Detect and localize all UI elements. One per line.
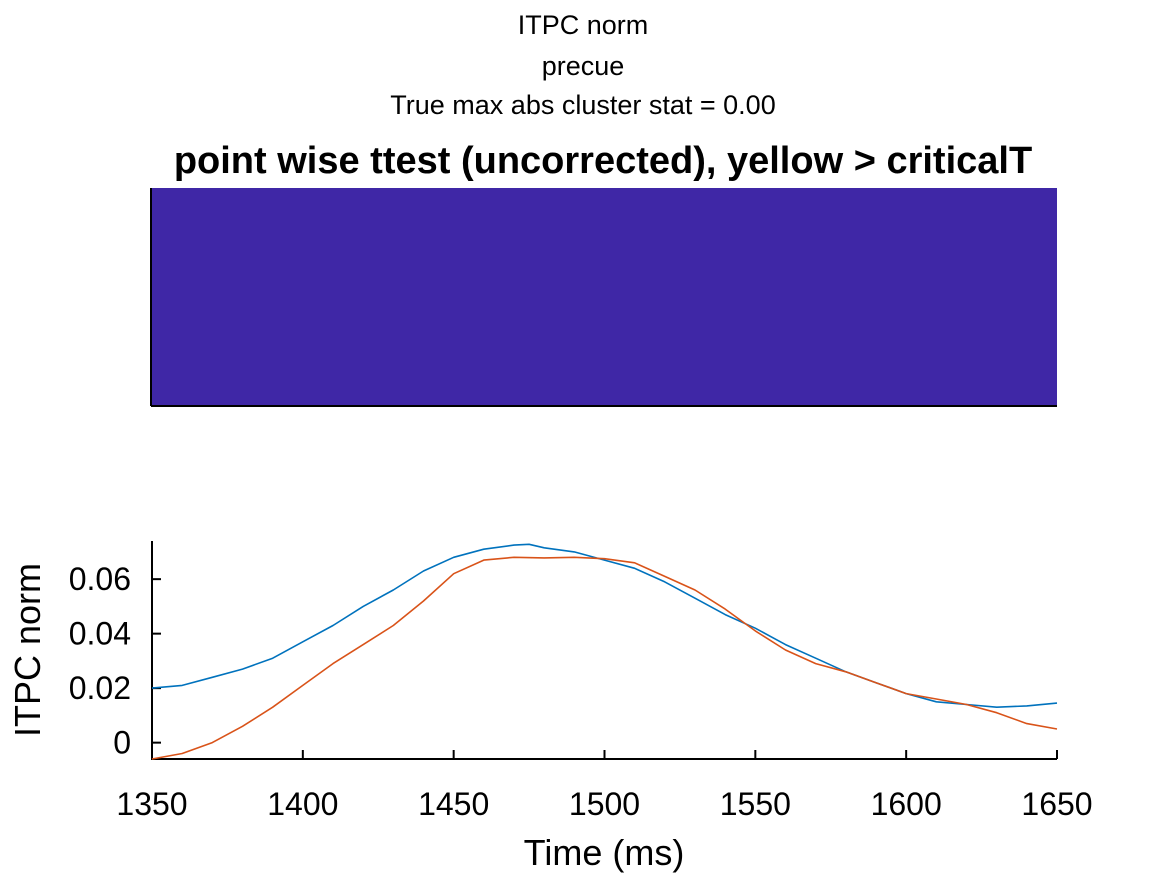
y-tick-label: 0.06 [69,561,131,597]
x-ticks: 1350 1400 1450 1500 1550 1600 1650 [116,750,1093,822]
x-tick-label: 1550 [720,786,791,822]
heatmap-panel [150,188,1057,407]
heatmap-title: point wise ttest (uncorrected), yellow >… [174,140,1032,182]
x-tick-label: 1450 [418,786,489,822]
x-tick-label: 1500 [569,786,640,822]
y-axis-label: ITPC norm [7,563,48,737]
heatmap-cells [151,188,1057,406]
y-tick-label: 0.02 [69,670,131,706]
series-line-2 [151,556,1058,760]
y-ticks: 0 0.02 0.04 0.06 [69,561,161,761]
x-tick-label: 1400 [267,786,338,822]
series-line-1 [151,543,1058,709]
line-plot-panel: 1350 1400 1450 1500 1550 1600 1650 0 0.02 0.04 0.… [7,541,1093,873]
x-axis-label: Time (ms) [524,832,685,873]
title-line-1: ITPC norm [518,10,649,40]
y-tick-label: 0.04 [69,616,131,652]
x-tick-label: 1600 [871,786,942,822]
series-group [151,543,1058,760]
x-tick-label: 1350 [116,786,187,822]
x-tick-label: 1650 [1021,786,1092,822]
title-line-3: True max abs cluster stat = 0.00 [390,90,775,120]
y-tick-label: 0 [113,725,131,761]
title-line-2: precue [542,51,625,81]
